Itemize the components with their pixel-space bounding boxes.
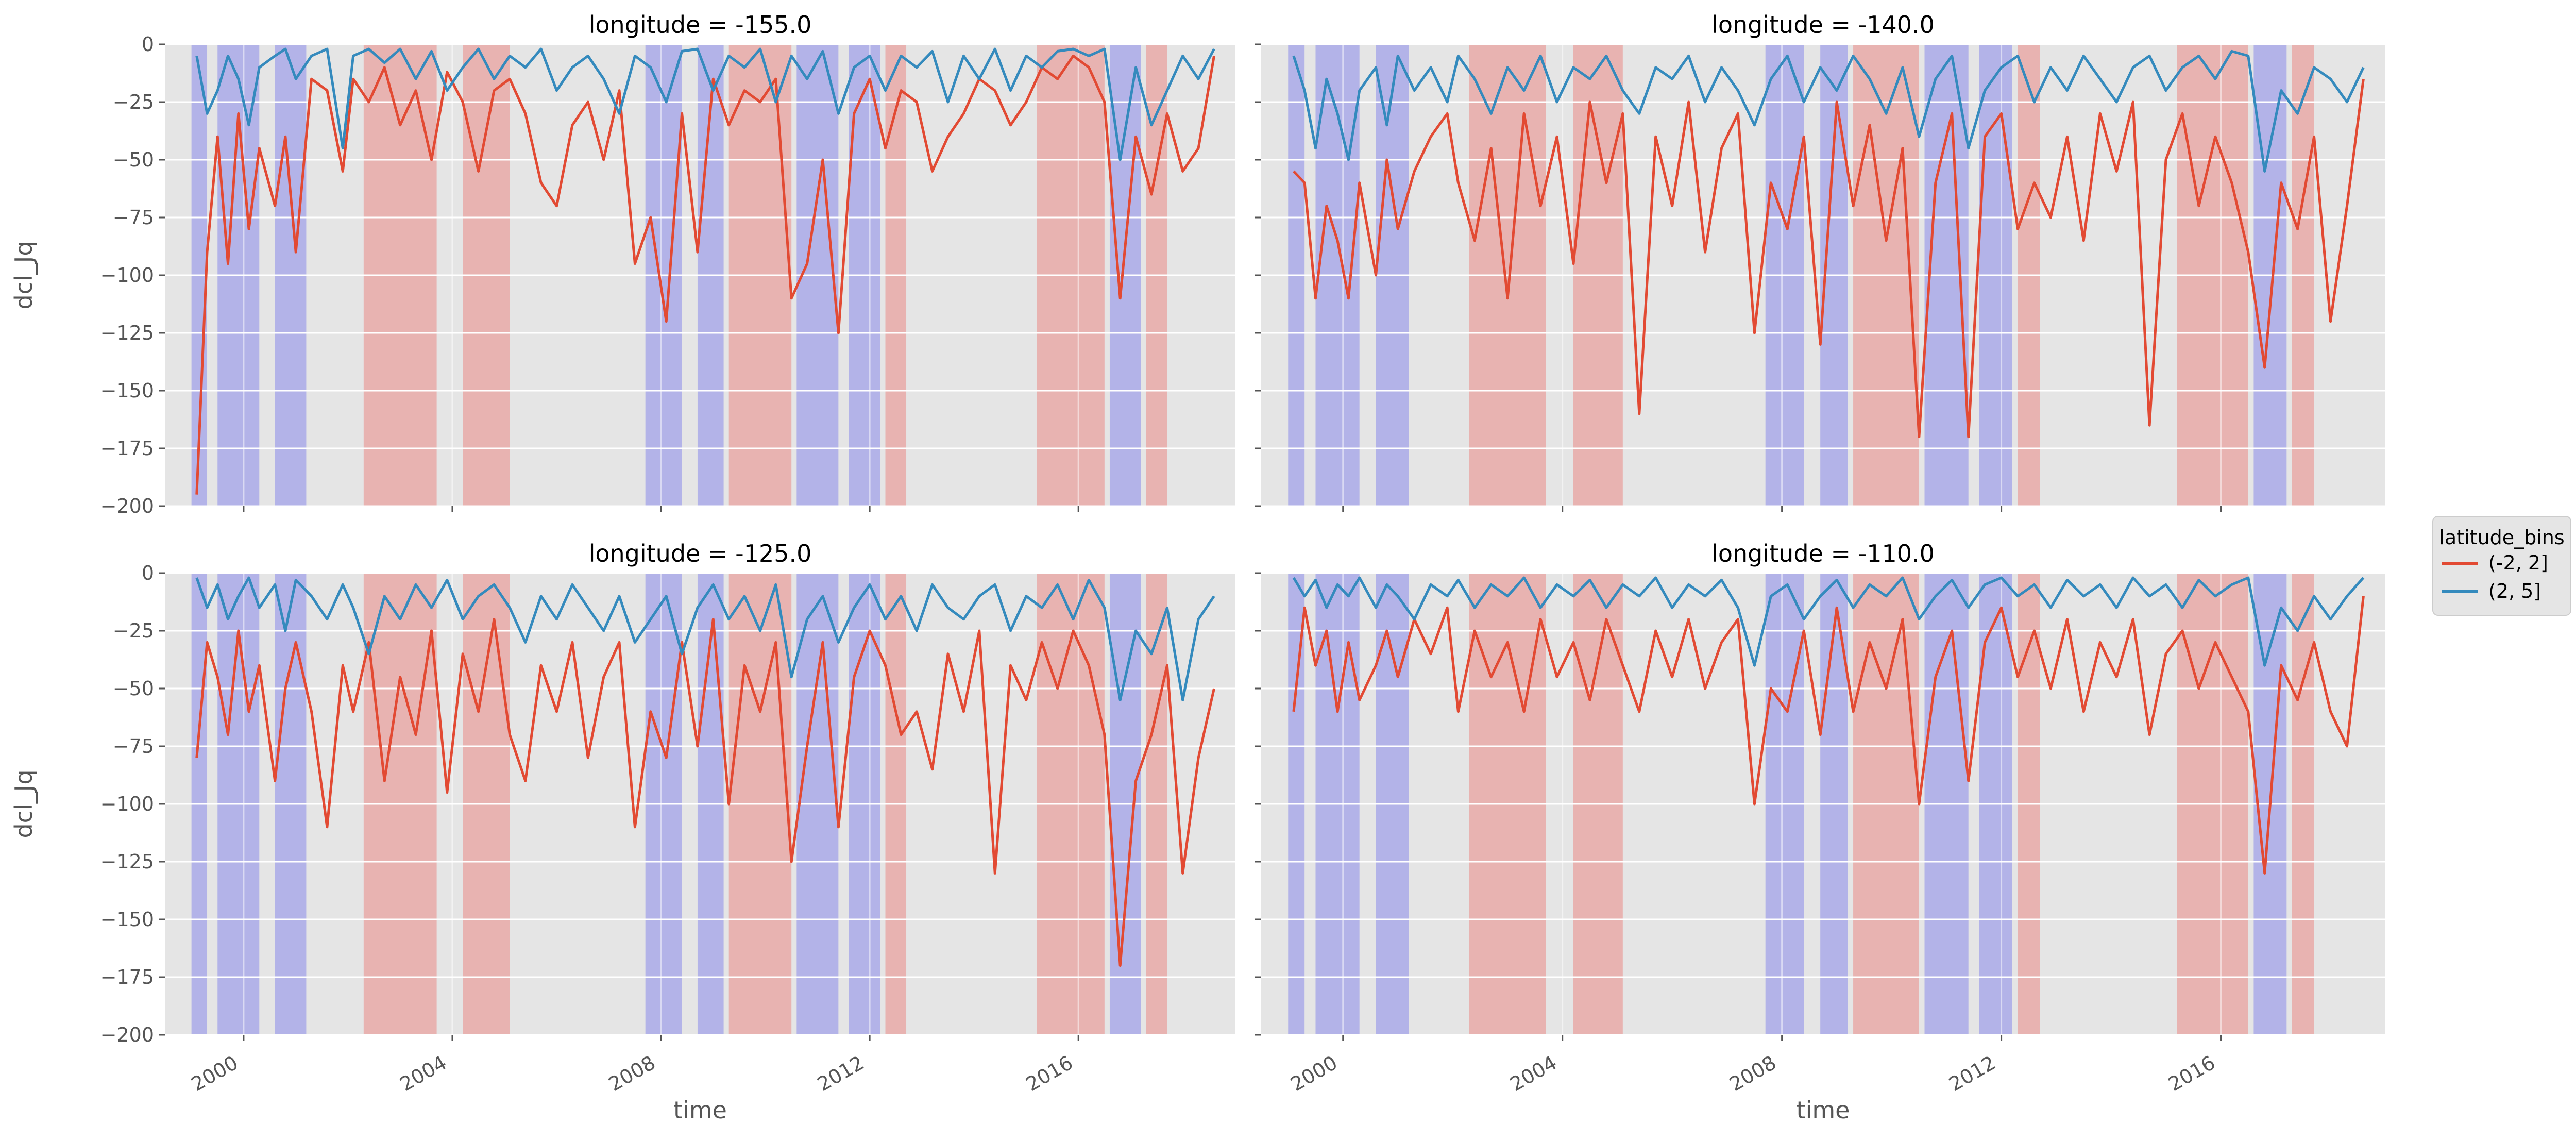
series-line-lat-2-5 bbox=[195, 47, 1215, 161]
panel-3: 0 −25 −50 −75 −100 −125 −150 −175 −200 2000 2004 20… bbox=[10, 540, 1235, 1124]
y-tick-label: −100 bbox=[100, 264, 154, 287]
series-lines bbox=[1292, 49, 2365, 439]
panel-title: longitude = -155.0 bbox=[589, 11, 812, 39]
x-axis-label: time bbox=[673, 1096, 727, 1124]
panel-title: longitude = -110.0 bbox=[1711, 540, 1935, 567]
y-tick-label: −50 bbox=[113, 677, 154, 700]
y-tick-label: −25 bbox=[113, 619, 154, 642]
series-line-lat-2-5 bbox=[195, 576, 1215, 701]
x-tick-label: 2008 bbox=[605, 1051, 659, 1096]
x-tick-label: 2016 bbox=[2164, 1051, 2219, 1096]
y-tick-label: −125 bbox=[100, 850, 154, 873]
y-tick-label: −75 bbox=[113, 206, 154, 229]
legend: latitude_bins(-2, 2] (2, 5] bbox=[2432, 516, 2571, 616]
y-axis-label: dcl_Jq bbox=[10, 769, 38, 838]
series-lines bbox=[1292, 576, 2365, 875]
series-lines bbox=[195, 47, 1215, 495]
panel-title: longitude = -140.0 bbox=[1711, 11, 1935, 39]
series-line-lat-neg2-2 bbox=[195, 618, 1215, 967]
x-tick-label: 2016 bbox=[1022, 1051, 1077, 1096]
legend-entry: (-2, 2] bbox=[2488, 551, 2548, 574]
x-tick-label: 2004 bbox=[1506, 1051, 1561, 1096]
panel-2: longitude = -140.0 bbox=[1255, 11, 2385, 512]
panel-title: longitude = -125.0 bbox=[589, 540, 812, 567]
y-tick-label: −25 bbox=[113, 91, 154, 113]
x-axis-label: time bbox=[1797, 1096, 1850, 1124]
y-tick-label: −100 bbox=[100, 793, 154, 815]
y-tick-label: −150 bbox=[100, 379, 154, 402]
x-tick-label: 2008 bbox=[1725, 1051, 1780, 1096]
x-tick-label: 2004 bbox=[396, 1051, 451, 1096]
series-line-lat-2-5 bbox=[1292, 576, 2365, 667]
y-tick-label: −75 bbox=[113, 735, 154, 758]
y-tick-label: −175 bbox=[100, 437, 154, 460]
y-tick-label: −200 bbox=[100, 495, 154, 517]
panel-1: 0 −25 −50 −75 −100 −125 −150 −175 −200 longitude … bbox=[10, 11, 1235, 517]
y-tick-label: −150 bbox=[100, 908, 154, 931]
series-lines bbox=[195, 576, 1215, 967]
y-tick-label: −125 bbox=[100, 322, 154, 344]
y-tick-label: −200 bbox=[100, 1023, 154, 1046]
panel-4: 2000 2004 2008 2012 2016 longitude = -110.0 ti… bbox=[1255, 540, 2385, 1124]
series-line-lat-2-5 bbox=[1292, 49, 2365, 173]
x-tick-label: 2000 bbox=[188, 1051, 242, 1096]
y-tick-label: 0 bbox=[142, 33, 154, 56]
legend-title: latitude_bins bbox=[2439, 526, 2564, 549]
y-tick-label: −50 bbox=[113, 148, 154, 171]
y-tick-label: 0 bbox=[142, 562, 154, 584]
legend-entry: (2, 5] bbox=[2488, 580, 2541, 602]
x-tick-label: 2012 bbox=[814, 1051, 868, 1096]
x-tick-label: 2012 bbox=[1945, 1051, 1999, 1096]
y-axis-label: dcl_Jq bbox=[10, 241, 38, 309]
series-line-lat-neg2-2 bbox=[1292, 596, 2365, 875]
x-tick-label: 2000 bbox=[1286, 1051, 1341, 1096]
series-line-lat-neg2-2 bbox=[195, 54, 1215, 495]
series-line-lat-neg2-2 bbox=[1293, 78, 2365, 439]
y-tick-label: −175 bbox=[100, 966, 154, 988]
